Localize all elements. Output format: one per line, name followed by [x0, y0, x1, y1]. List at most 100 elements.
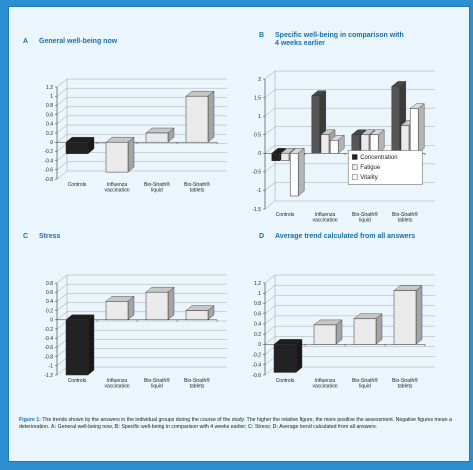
grid-diagonal [56, 88, 68, 97]
y-tick-label: -0.4 [44, 336, 53, 342]
x-tick-label: vaccination [312, 384, 337, 390]
caption-lead: Figure 1: [19, 417, 41, 423]
legend-label: Fatigue [360, 165, 381, 171]
grid-diagonal [264, 200, 276, 210]
legend-label: Vitality [360, 175, 378, 181]
y-tick-label: 0.8 [46, 281, 53, 287]
figure-card: A General well-being now 1.2 1 0.8 0.6 0.4 0.2 0… [8, 6, 470, 462]
grid-diagonal [264, 145, 276, 154]
bar [353, 313, 383, 345]
y-tick-label: 1 [258, 114, 261, 120]
chart-c: C Stress 0.8 0.6 0.4 0.2 0 -0.2 -0.4 -0.6 -0.8 -1 -1… [23, 233, 227, 390]
grid-diagonal [264, 366, 276, 376]
y-tick-label: 1 [50, 94, 53, 100]
bar [185, 90, 215, 143]
bar [329, 134, 345, 154]
bar-front-face [280, 153, 290, 161]
x-tick-label: Bio-Strath® [144, 181, 170, 188]
bar-side-face [298, 147, 305, 197]
chart-d-title-line: Average trend calculated from all answer… [275, 233, 415, 240]
x-tick-label: Influenza [315, 378, 336, 384]
y-tick-label: -0.2 [252, 352, 261, 358]
chart-b: B Specific well-being in comparison with4… [252, 32, 435, 224]
grid-diagonal [56, 366, 68, 376]
bar [313, 319, 343, 345]
caption-key-b-letter: B: [114, 423, 120, 430]
bar-front-face [353, 318, 377, 345]
chart-a-title-line: General well-being now [39, 38, 118, 45]
grid-diagonal [56, 274, 68, 284]
y-tick-label: 1.2 [254, 281, 261, 287]
grid-diagonal [56, 293, 68, 302]
y-tick-label: 0.5 [254, 133, 261, 139]
legend: Concentration Fatigue Vitality [347, 150, 423, 185]
grid-diagonal [56, 284, 68, 293]
x-tick-label: Bio-Strath® [352, 377, 378, 384]
bar-side-face [375, 313, 383, 345]
chart-b-title-line: Specific well-being in comparison with [275, 32, 404, 39]
grid-diagonal [56, 348, 68, 357]
y-tick-label: 0.4 [46, 122, 53, 128]
grid-diagonal [264, 295, 276, 304]
chart-d: D Average trend calculated from all answe… [252, 233, 435, 390]
x-tick-label: Bio-Strath® [352, 211, 378, 218]
bar-front-face [185, 310, 209, 321]
y-tick-label: 0.6 [46, 112, 53, 118]
y-tick-label: -0.6 [44, 168, 53, 174]
bar-front-face [145, 291, 169, 321]
y-tick-label: -1.5 [252, 207, 261, 213]
bar [185, 305, 215, 321]
bar [105, 295, 135, 321]
bar-side-face [127, 136, 135, 173]
x-tick-label: vaccination [104, 384, 129, 390]
grid-diagonal [56, 106, 68, 115]
y-tick-label: 1.5 [254, 95, 261, 101]
grid-diagonal [264, 356, 276, 365]
grid-diagonal [56, 330, 68, 339]
legend-box [347, 150, 423, 185]
bar-front-face [65, 141, 89, 154]
grid-diagonal [56, 357, 68, 366]
bar-front-face [273, 344, 297, 373]
caption-key-c-letter: C: [248, 423, 254, 430]
x-tick-label: Bio-Strath® [392, 377, 418, 384]
y-tick-label: -1 [49, 364, 54, 370]
grid-diagonal [56, 339, 68, 348]
legend-label: Concentration [360, 155, 397, 161]
legend-swatch [352, 154, 358, 160]
x-tick-label: Influenza [315, 212, 336, 218]
grid-diagonal [264, 325, 276, 335]
grid-diagonal [56, 161, 68, 170]
y-tick-label: 0.2 [254, 332, 261, 338]
chart-a-letter: A [23, 38, 28, 45]
y-tick-label: 0.6 [254, 311, 261, 317]
grid-diagonal [264, 315, 276, 325]
y-tick-label: -0.4 [44, 158, 53, 164]
x-tick-label: Bio-Strath® [184, 181, 210, 188]
grid-diagonal [56, 78, 68, 88]
x-tick-label: tablets [190, 188, 205, 194]
y-tick-label: 0 [258, 342, 261, 348]
grid-diagonal [56, 134, 68, 143]
x-tick-label: Controls [68, 182, 87, 188]
figure-caption: Figure 1: The trends shown by the answer… [19, 417, 465, 430]
y-tick-label: 0.2 [46, 131, 53, 137]
y-tick-label: 0.8 [46, 103, 53, 109]
grid-diagonal [56, 152, 68, 161]
chart-c-letter: C [23, 233, 28, 240]
grid-diagonal [264, 346, 276, 355]
y-tick-label: -0.2 [44, 327, 53, 333]
grid-diagonal [56, 320, 68, 330]
x-tick-label: liquid [151, 188, 163, 194]
y-tick-label: 0.6 [46, 290, 53, 296]
caption-key-d-letter: D: [272, 423, 279, 430]
bar-side-face [167, 286, 175, 321]
bar-front-face [65, 319, 89, 376]
y-tick-label: -0.6 [44, 345, 53, 351]
grid-diagonal [56, 124, 68, 134]
bar-front-face [391, 86, 401, 154]
bar [289, 147, 305, 197]
x-tick-label: liquid [151, 384, 163, 390]
y-tick-label: 0 [50, 140, 53, 146]
x-tick-label: Controls [276, 212, 295, 218]
